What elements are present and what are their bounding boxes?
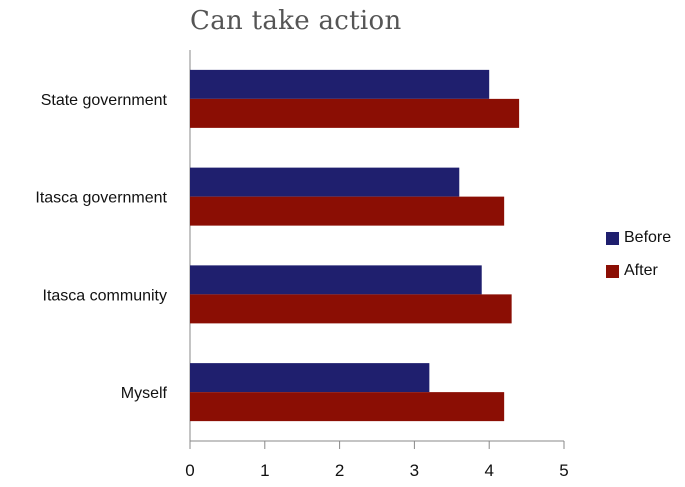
legend-label-after: After (624, 262, 658, 279)
legend-swatch-before (606, 231, 619, 245)
bar-after-itasca-government (190, 196, 505, 226)
bar-after-myself (190, 392, 505, 422)
bar-after-itasca-community (190, 294, 512, 324)
category-label-state-government: State government (41, 92, 168, 109)
x-tick-label-4: 4 (484, 461, 493, 480)
bar-before-itasca-government (190, 167, 460, 197)
bar-before-state-government (190, 69, 490, 99)
category-label-itasca-government: Itasca government (35, 190, 167, 207)
legend-label-before: Before (624, 229, 672, 246)
x-tick-label-1: 1 (260, 461, 269, 480)
legend: Before After (606, 228, 671, 294)
category-label-myself: Myself (121, 385, 168, 402)
x-tick-label-2: 2 (335, 461, 344, 480)
bar-before-itasca-community (190, 265, 482, 295)
bar-after-state-government (190, 98, 520, 128)
legend-swatch-after (606, 264, 619, 278)
bar-before-myself (190, 363, 430, 393)
x-tick-label-5: 5 (559, 461, 568, 480)
x-tick-label-3: 3 (410, 461, 419, 480)
chart-title: Can take action (190, 6, 402, 36)
legend-item-after: After (606, 261, 671, 281)
x-tick-label-0: 0 (185, 461, 194, 480)
legend-item-before: Before (606, 228, 671, 248)
category-label-itasca-community: Itasca community (43, 287, 167, 304)
